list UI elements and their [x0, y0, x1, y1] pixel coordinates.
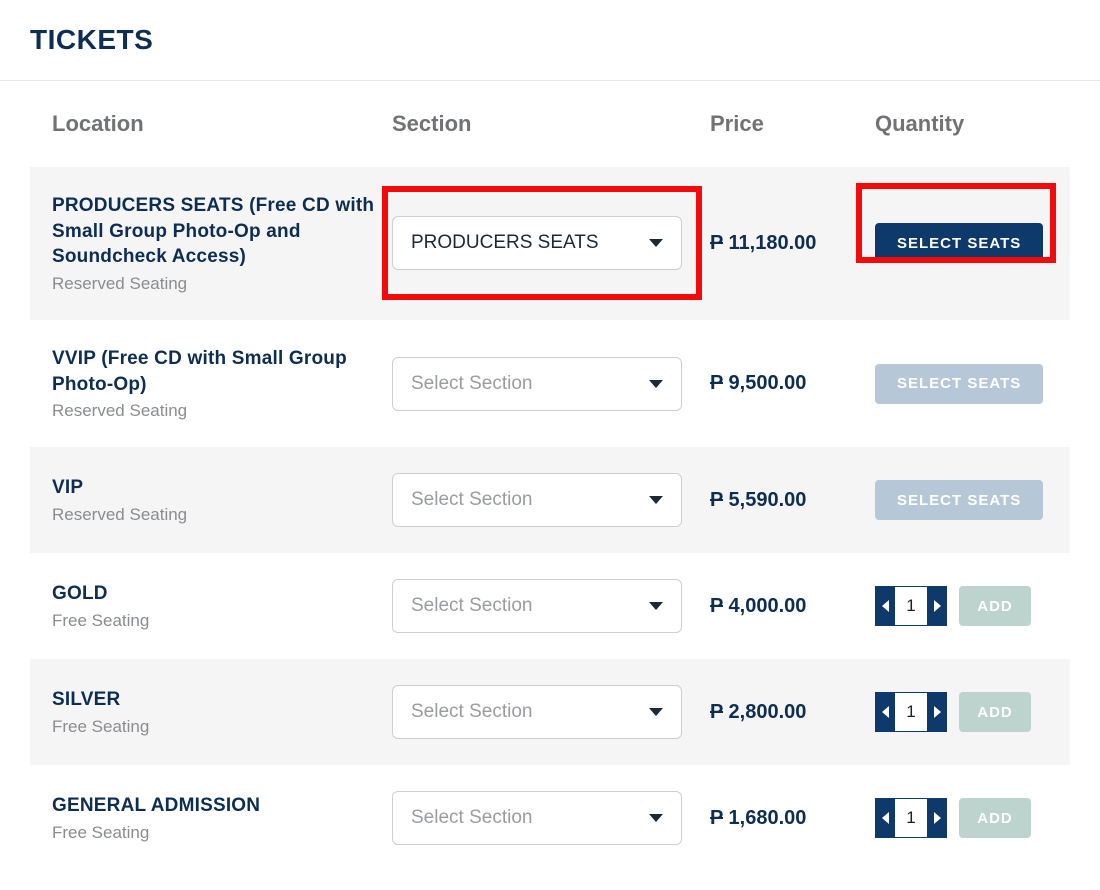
ticket-row: GOLD Free Seating Select Section P 4,000.00…: [30, 553, 1070, 659]
quantity-stepper: 1: [875, 798, 947, 838]
quantity-stepper: 1: [875, 586, 947, 626]
section-dropdown-text: Select Section: [411, 373, 532, 395]
header-price: Price: [710, 111, 875, 137]
section-dropdown[interactable]: Select Section: [392, 357, 682, 411]
section-dropdown[interactable]: Select Section: [392, 791, 682, 845]
header-quantity: Quantity: [875, 111, 1055, 137]
header-section: Section: [392, 111, 710, 137]
quantity-cell: SELECT SEATS: [875, 223, 1055, 263]
quantity-cell: 1 ADD: [875, 798, 1055, 838]
ticket-row: VVIP (Free CD with Small Group Photo-Op)…: [30, 320, 1070, 447]
section-cell: Select Section: [392, 357, 710, 411]
section-dropdown-text: Select Section: [411, 807, 532, 829]
section-dropdown-text: Select Section: [411, 489, 532, 511]
select-seats-button: SELECT SEATS: [875, 364, 1043, 404]
ticket-row: SILVER Free Seating Select Section P 2,800.…: [30, 659, 1070, 765]
table-header-row: Location Section Price Quantity: [30, 81, 1070, 167]
add-button[interactable]: ADD: [959, 798, 1031, 838]
tickets-table: Location Section Price Quantity PRODUCER…: [0, 81, 1100, 871]
location-cell: SILVER Free Seating: [52, 687, 392, 737]
location-subtitle: Free Seating: [52, 611, 392, 631]
quantity-increment[interactable]: [927, 586, 947, 626]
location-cell: GOLD Free Seating: [52, 581, 392, 631]
location-cell: GENERAL ADMISSION Free Seating: [52, 793, 392, 843]
select-seats-button: SELECT SEATS: [875, 480, 1043, 520]
price-value: P 9,500.00: [710, 372, 875, 395]
quantity-decrement[interactable]: [875, 798, 895, 838]
ticket-row: PRODUCERS SEATS (Free CD with Small Grou…: [30, 167, 1070, 320]
section-dropdown-text: Select Section: [411, 595, 532, 617]
price-cell: P 4,000.00: [710, 595, 875, 618]
price-cell: P 2,800.00: [710, 701, 875, 724]
chevron-down-icon: [649, 708, 663, 716]
section-dropdown[interactable]: Select Section: [392, 685, 682, 739]
location-title: VVIP (Free CD with Small Group Photo-Op): [52, 346, 392, 397]
quantity-cell: SELECT SEATS: [875, 364, 1055, 404]
triangle-left-icon: [882, 812, 889, 824]
quantity-cell: 1 ADD: [875, 586, 1055, 626]
header-location: Location: [52, 111, 392, 137]
chevron-down-icon: [649, 814, 663, 822]
triangle-right-icon: [934, 812, 941, 824]
location-cell: VVIP (Free CD with Small Group Photo-Op)…: [52, 346, 392, 421]
quantity-cell: 1 ADD: [875, 692, 1055, 732]
chevron-down-icon: [649, 239, 663, 247]
location-subtitle: Reserved Seating: [52, 401, 392, 421]
price-value: P 11,180.00: [710, 232, 875, 255]
section-dropdown-text: PRODUCERS SEATS: [411, 232, 599, 254]
ticket-row: VIP Reserved Seating Select Section P 5,590…: [30, 447, 1070, 553]
section-dropdown-text: Select Section: [411, 701, 532, 723]
price-cell: P 1,680.00: [710, 807, 875, 830]
ticket-row: GENERAL ADMISSION Free Seating Select Sect…: [30, 765, 1070, 871]
price-cell: P 5,590.00: [710, 489, 875, 512]
quantity-value: 1: [895, 798, 927, 838]
quantity-value: 1: [895, 586, 927, 626]
location-subtitle: Reserved Seating: [52, 274, 392, 294]
price-value: P 5,590.00: [710, 489, 875, 512]
triangle-right-icon: [934, 706, 941, 718]
triangle-left-icon: [882, 706, 889, 718]
price-value: P 2,800.00: [710, 701, 875, 724]
chevron-down-icon: [649, 602, 663, 610]
price-value: P 1,680.00: [710, 807, 875, 830]
quantity-cell: SELECT SEATS: [875, 480, 1055, 520]
quantity-decrement[interactable]: [875, 692, 895, 732]
location-subtitle: Reserved Seating: [52, 505, 392, 525]
price-value: P 4,000.00: [710, 595, 875, 618]
triangle-left-icon: [882, 600, 889, 612]
price-cell: P 9,500.00: [710, 372, 875, 395]
add-button[interactable]: ADD: [959, 586, 1031, 626]
triangle-right-icon: [934, 600, 941, 612]
section-cell: Select Section: [392, 473, 710, 527]
location-title: SILVER: [52, 687, 392, 713]
section-cell: Select Section: [392, 579, 710, 633]
location-title: VIP: [52, 475, 392, 501]
chevron-down-icon: [649, 496, 663, 504]
section-dropdown[interactable]: Select Section: [392, 473, 682, 527]
add-button[interactable]: ADD: [959, 692, 1031, 732]
section-cell: Select Section: [392, 791, 710, 845]
select-seats-button[interactable]: SELECT SEATS: [875, 223, 1043, 263]
location-title: GENERAL ADMISSION: [52, 793, 392, 819]
location-subtitle: Free Seating: [52, 823, 392, 843]
location-title: PRODUCERS SEATS (Free CD with Small Grou…: [52, 193, 392, 270]
location-cell: VIP Reserved Seating: [52, 475, 392, 525]
quantity-value: 1: [895, 692, 927, 732]
quantity-increment[interactable]: [927, 798, 947, 838]
section-dropdown[interactable]: Select Section: [392, 579, 682, 633]
chevron-down-icon: [649, 380, 663, 388]
section-cell: PRODUCERS SEATS: [392, 216, 710, 270]
section-dropdown[interactable]: PRODUCERS SEATS: [392, 216, 682, 270]
location-subtitle: Free Seating: [52, 717, 392, 737]
page-title: TICKETS: [0, 0, 1100, 80]
quantity-increment[interactable]: [927, 692, 947, 732]
section-cell: Select Section: [392, 685, 710, 739]
quantity-decrement[interactable]: [875, 586, 895, 626]
location-title: GOLD: [52, 581, 392, 607]
quantity-stepper: 1: [875, 692, 947, 732]
price-cell: P 11,180.00: [710, 232, 875, 255]
location-cell: PRODUCERS SEATS (Free CD with Small Grou…: [52, 193, 392, 294]
